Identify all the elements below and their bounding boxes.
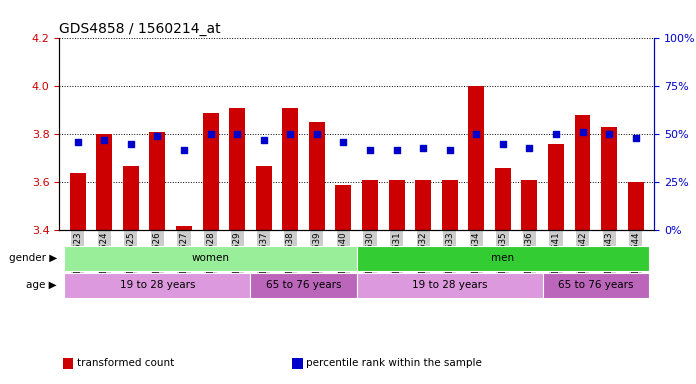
Bar	[628, 182, 644, 230]
Bar	[442, 180, 458, 230]
Point	[178, 147, 189, 153]
Bar	[357, 246, 649, 271]
Text: age ▶: age ▶	[26, 280, 57, 290]
Point	[72, 139, 84, 145]
Bar	[543, 273, 649, 298]
Point	[470, 131, 482, 137]
Bar	[65, 273, 251, 298]
Bar	[123, 166, 139, 230]
Bar	[357, 273, 543, 298]
Point	[99, 137, 110, 143]
Point	[524, 145, 535, 151]
Text: 19 to 28 years: 19 to 28 years	[412, 280, 487, 290]
Bar	[388, 180, 404, 230]
Point	[551, 131, 562, 137]
Bar	[96, 134, 112, 230]
Bar	[362, 180, 378, 230]
Bar	[335, 185, 351, 230]
Bar	[283, 108, 299, 230]
Bar	[468, 86, 484, 230]
Text: transformed count: transformed count	[77, 358, 174, 369]
Bar	[229, 108, 245, 230]
Text: 65 to 76 years: 65 to 76 years	[558, 280, 633, 290]
Bar	[601, 127, 617, 230]
Bar	[548, 144, 564, 230]
Text: percentile rank within the sample: percentile rank within the sample	[306, 358, 482, 369]
Point	[418, 145, 429, 151]
Bar	[255, 166, 271, 230]
Point	[258, 137, 269, 143]
Point	[125, 141, 136, 147]
Point	[311, 131, 322, 137]
Point	[285, 131, 296, 137]
Text: women: women	[191, 253, 230, 263]
Bar	[150, 132, 166, 230]
Bar	[574, 115, 590, 230]
Point	[205, 131, 216, 137]
Bar	[70, 173, 86, 230]
Point	[232, 131, 243, 137]
Bar	[176, 225, 192, 230]
Point	[577, 129, 588, 136]
Point	[338, 139, 349, 145]
Point	[444, 147, 455, 153]
Bar	[495, 168, 511, 230]
Text: GDS4858 / 1560214_at: GDS4858 / 1560214_at	[59, 22, 221, 36]
Bar	[65, 246, 356, 271]
Point	[365, 147, 376, 153]
Text: gender ▶: gender ▶	[9, 253, 57, 263]
Bar	[415, 180, 431, 230]
Bar	[309, 122, 325, 230]
Bar	[203, 113, 219, 230]
Bar	[521, 180, 537, 230]
Text: men: men	[491, 253, 514, 263]
Point	[152, 133, 163, 139]
Point	[391, 147, 402, 153]
Point	[630, 135, 641, 141]
Text: 19 to 28 years: 19 to 28 years	[120, 280, 195, 290]
Point	[603, 131, 615, 137]
Point	[497, 141, 508, 147]
Text: 65 to 76 years: 65 to 76 years	[266, 280, 341, 290]
Bar	[251, 273, 357, 298]
